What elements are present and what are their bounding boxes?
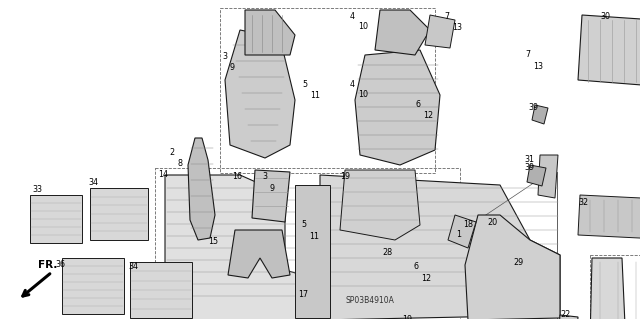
Polygon shape bbox=[295, 185, 330, 318]
Text: 5: 5 bbox=[301, 220, 306, 229]
Text: 7: 7 bbox=[444, 12, 449, 21]
Bar bbox=[155, 168, 460, 319]
Text: 6: 6 bbox=[415, 100, 420, 109]
Text: SP03B4910A: SP03B4910A bbox=[346, 296, 394, 305]
Polygon shape bbox=[355, 50, 440, 165]
Text: 33: 33 bbox=[32, 185, 42, 194]
Text: 9: 9 bbox=[270, 184, 275, 193]
Text: 12: 12 bbox=[423, 111, 433, 120]
Text: 11: 11 bbox=[310, 91, 320, 100]
Polygon shape bbox=[425, 15, 455, 48]
Text: 19: 19 bbox=[340, 172, 350, 181]
Polygon shape bbox=[578, 15, 640, 88]
Bar bbox=[62, 258, 124, 314]
Text: 15: 15 bbox=[208, 237, 218, 246]
Polygon shape bbox=[340, 170, 420, 240]
Text: 13: 13 bbox=[452, 23, 462, 32]
Polygon shape bbox=[188, 138, 215, 240]
Text: 18: 18 bbox=[463, 220, 473, 229]
Text: 29: 29 bbox=[513, 258, 524, 267]
Bar bbox=[220, 8, 435, 173]
Text: 34: 34 bbox=[88, 178, 98, 187]
Bar bbox=[90, 188, 148, 240]
Bar bbox=[590, 255, 640, 319]
Text: 9: 9 bbox=[230, 63, 235, 72]
Text: 5: 5 bbox=[302, 80, 307, 89]
Text: 6: 6 bbox=[413, 262, 418, 271]
Text: 12: 12 bbox=[421, 274, 431, 283]
Text: 36: 36 bbox=[55, 260, 65, 269]
Polygon shape bbox=[556, 315, 578, 319]
Text: 4: 4 bbox=[350, 12, 355, 21]
Polygon shape bbox=[538, 155, 558, 198]
Polygon shape bbox=[590, 258, 640, 319]
Polygon shape bbox=[252, 170, 290, 222]
Text: 17: 17 bbox=[298, 290, 308, 299]
Text: 39: 39 bbox=[524, 163, 534, 172]
Text: FR.: FR. bbox=[38, 260, 58, 270]
Text: 32: 32 bbox=[578, 198, 588, 207]
Text: 4: 4 bbox=[350, 80, 355, 89]
Polygon shape bbox=[532, 105, 548, 124]
Polygon shape bbox=[245, 10, 295, 55]
Text: 11: 11 bbox=[309, 232, 319, 241]
Bar bbox=[30, 195, 82, 243]
Polygon shape bbox=[228, 230, 290, 278]
Text: 31: 31 bbox=[524, 155, 534, 164]
Text: 7: 7 bbox=[525, 50, 530, 59]
Polygon shape bbox=[465, 215, 560, 319]
Text: 3: 3 bbox=[222, 52, 227, 61]
Polygon shape bbox=[225, 30, 295, 158]
Text: 28: 28 bbox=[382, 248, 392, 257]
Text: 10: 10 bbox=[358, 90, 368, 99]
Text: 8: 8 bbox=[177, 159, 182, 168]
Polygon shape bbox=[165, 175, 320, 319]
Text: 34: 34 bbox=[128, 262, 138, 271]
Text: 22: 22 bbox=[560, 310, 570, 319]
Polygon shape bbox=[578, 195, 640, 240]
Polygon shape bbox=[375, 10, 430, 55]
Text: 19: 19 bbox=[402, 315, 412, 319]
Text: 30: 30 bbox=[600, 12, 610, 21]
Text: 16: 16 bbox=[232, 172, 242, 181]
Polygon shape bbox=[527, 165, 546, 186]
Text: 13: 13 bbox=[533, 62, 543, 71]
Text: 3: 3 bbox=[262, 172, 267, 181]
Bar bbox=[130, 262, 192, 318]
Text: 1: 1 bbox=[456, 230, 461, 239]
Text: 20: 20 bbox=[487, 218, 497, 227]
Text: 10: 10 bbox=[358, 22, 368, 31]
Text: 14: 14 bbox=[158, 170, 168, 179]
Polygon shape bbox=[448, 215, 476, 248]
Text: 2: 2 bbox=[169, 148, 174, 157]
Text: 39: 39 bbox=[528, 103, 538, 112]
Polygon shape bbox=[320, 175, 560, 319]
